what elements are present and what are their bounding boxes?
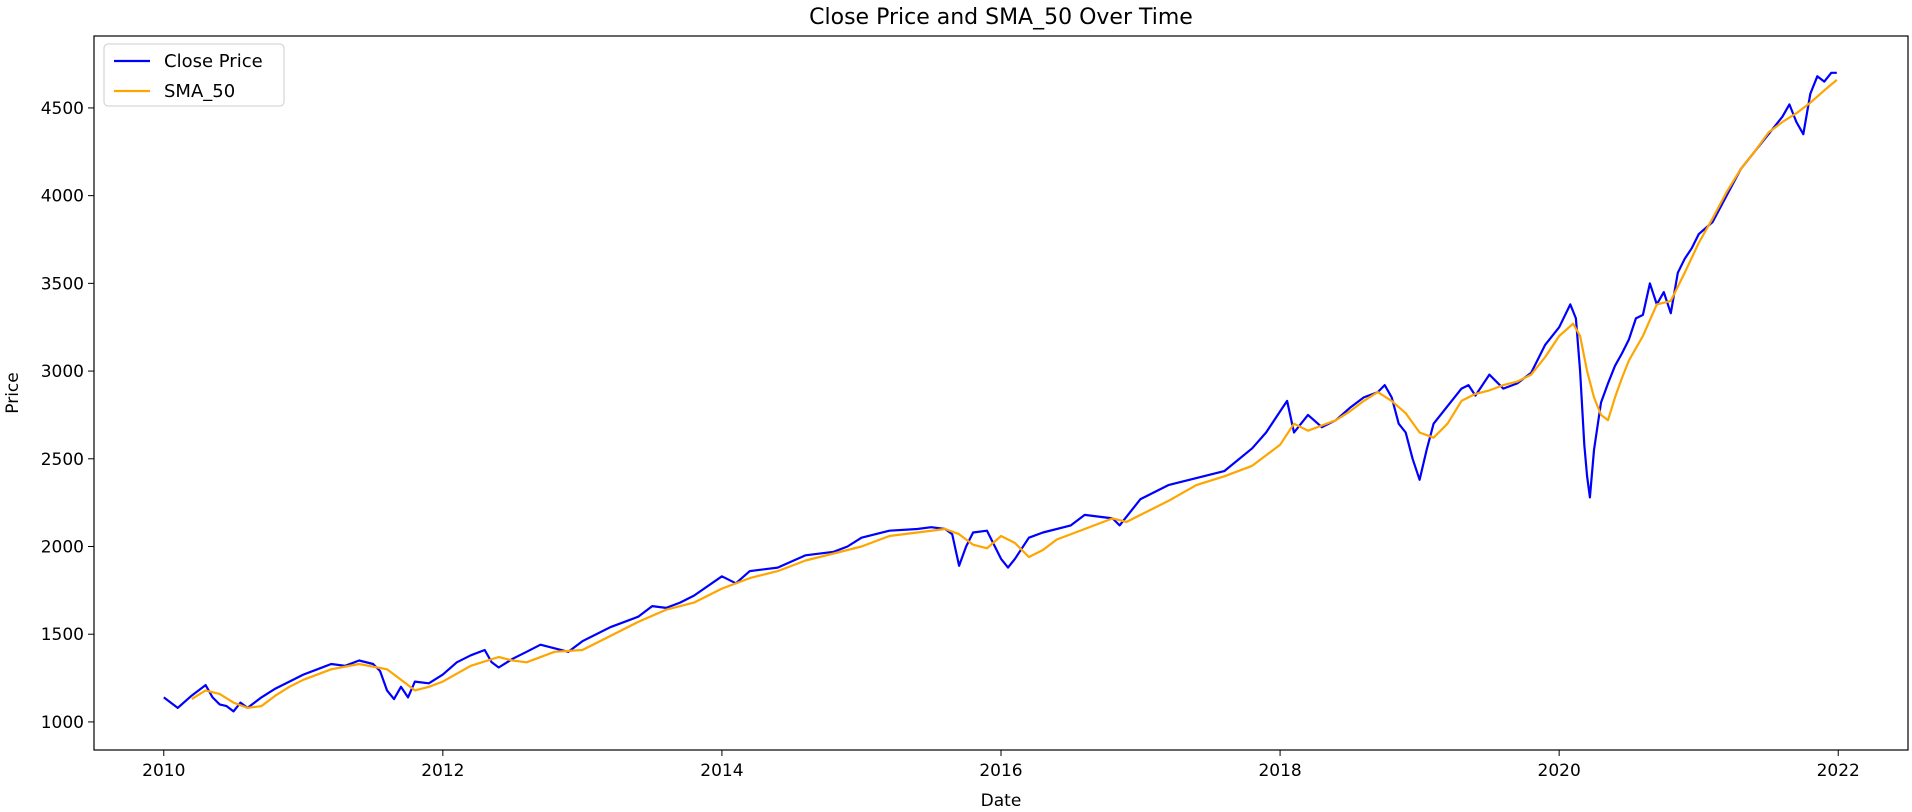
y-axis-label: Price [3,372,23,413]
x-axis: 2010 2012 2014 2016 2018 2020 2022 [142,750,1860,781]
legend-label-close-price: Close Price [164,51,263,72]
chart-title: Close Price and SMA_50 Over Time [809,5,1193,30]
x-tick-label: 2020 [1538,761,1581,781]
y-tick-label: 2000 [41,538,84,558]
series-line-close-price [163,71,1837,713]
y-tick-label: 2500 [41,450,84,470]
x-tick-label: 2010 [142,761,185,781]
series-line-sma-50 [191,79,1838,709]
plot-area-frame [93,35,1909,751]
x-tick-label: 2022 [1817,761,1860,781]
y-tick-label: 4000 [41,187,84,207]
y-tick-label: 1000 [41,713,84,733]
x-axis-label: Date [981,791,1022,811]
legend-label-sma-50: SMA_50 [164,81,235,102]
x-tick-label: 2014 [700,761,743,781]
legend: Close Price SMA_50 [103,43,285,107]
y-tick-label: 3500 [41,274,84,294]
x-tick-label: 2012 [421,761,464,781]
y-tick-label: 3000 [41,362,84,382]
x-tick-label: 2018 [1258,761,1301,781]
x-tick-label: 2016 [979,761,1022,781]
y-tick-label: 1500 [41,625,84,645]
y-axis: 1000 1500 2000 2500 3000 3500 4000 4500 [41,99,94,733]
y-tick-label: 4500 [41,99,84,119]
